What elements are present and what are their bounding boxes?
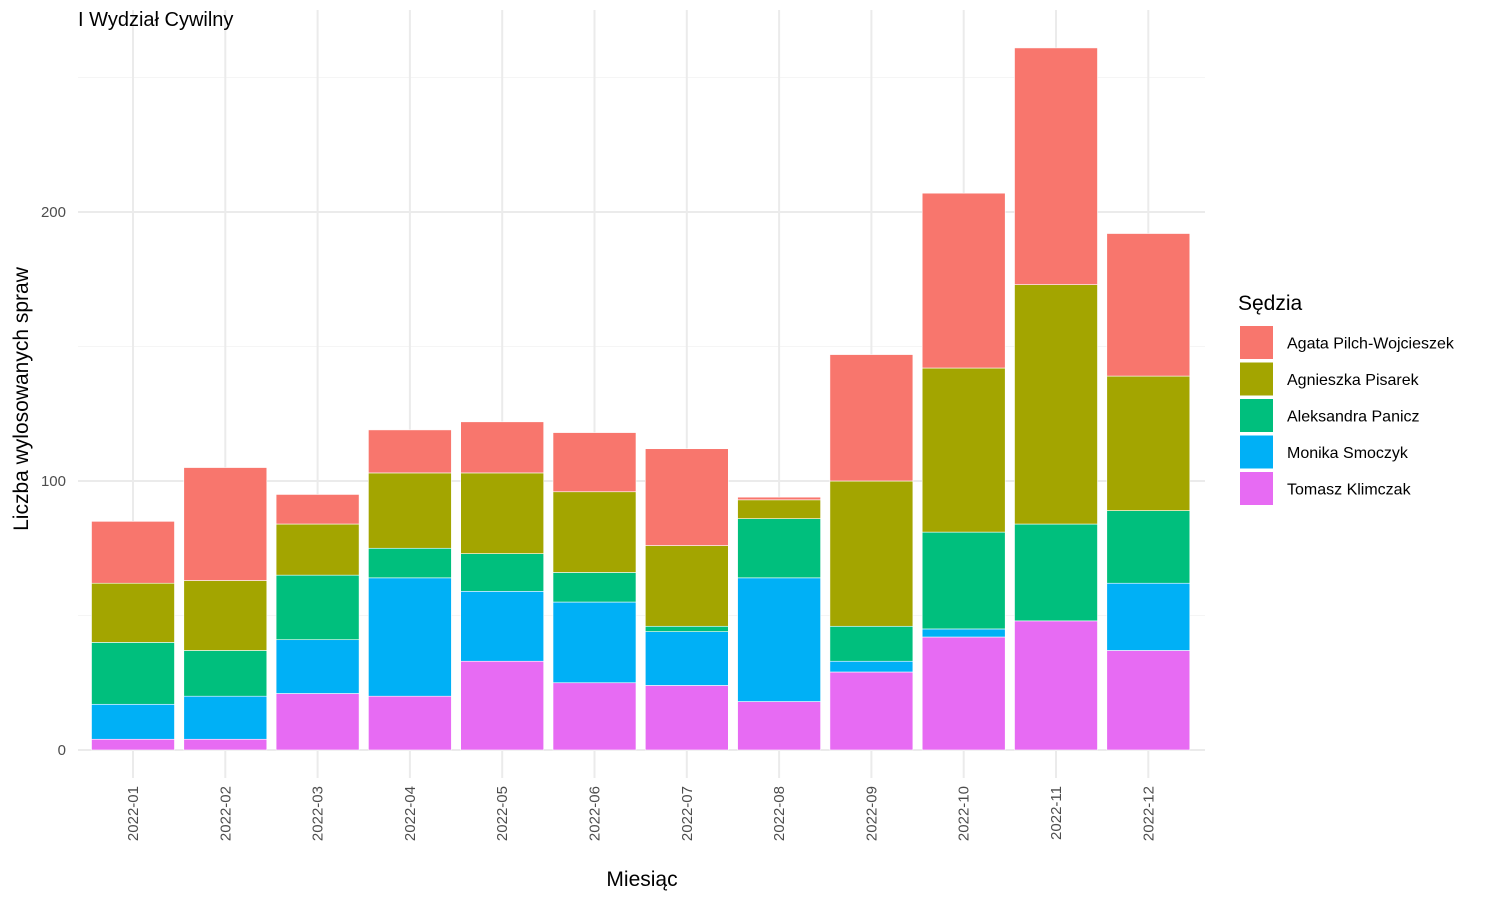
bar-segment [275,494,360,525]
bar-segment [921,628,1006,638]
bar-segment [275,523,360,576]
bar-segment [368,695,452,751]
legend-label: Tomasz Klimczak [1287,482,1412,499]
bar-segment [183,695,268,740]
y-tick-label: 200 [41,204,66,221]
bar-segment [460,421,545,474]
x-axis-ticks: 2022-01 2022-02 2022-03 2022-04 2022-05 2022-… [125,786,1157,841]
bar-segment [552,682,637,751]
legend-items: Agata Pilch-Wojcieszek Agnieszka Pisarek A… [1240,326,1455,505]
y-axis-ticks: 0 100 200 [41,204,66,759]
y-tick-label: 100 [41,473,66,490]
bar-segment [1106,510,1191,584]
x-tick-label: 2022-08 [771,786,788,841]
bar-segment [829,671,914,751]
legend-label: Agata Pilch-Wojcieszek [1287,336,1455,353]
bar-segment [737,577,821,702]
legend-key [1240,399,1273,432]
bar-segment [829,354,914,482]
legend-title: Sędzia [1238,292,1303,315]
bar-segment [460,472,545,554]
x-tick-label: 2022-02 [217,786,234,841]
legend: Sędzia Agata Pilch-Wojcieszek Agnieszka P… [1238,292,1455,505]
legend-key [1240,435,1273,469]
bar-segment [91,703,175,740]
legend-key [1240,326,1273,359]
bar-segment [368,472,452,549]
bar-segment [1106,233,1191,377]
bar-segment [737,496,821,501]
bar-segment [275,639,360,694]
legend-item: Agata Pilch-Wojcieszek [1240,326,1455,359]
bar-segment [368,429,452,474]
x-tick-label: 2022-05 [494,786,511,841]
bar-segment [921,636,1006,751]
x-tick-label: 2022-03 [310,786,327,841]
bar-segment [368,547,452,579]
x-axis-title: Miesiąc [606,868,677,891]
bar-segment [644,625,729,632]
bar-segment [737,518,821,579]
legend-label: Monika Smoczyk [1287,445,1409,462]
bars [91,47,1191,751]
bar-segment [1106,650,1191,751]
bar-segment [644,545,729,627]
bar-segment [644,685,729,751]
legend-item: Aleksandra Panicz [1240,399,1420,432]
y-tick-label: 0 [58,742,66,759]
x-tick-label: 2022-10 [956,786,973,841]
bar-segment [829,480,914,627]
legend-item: Agnieszka Pisarek [1240,362,1420,396]
bar-segment [183,580,268,651]
bar-segment [552,572,637,603]
bar-segment [183,650,268,697]
bar-segment [921,367,1006,533]
x-tick-label: 2022-12 [1140,786,1157,841]
legend-key [1240,362,1273,396]
bar-segment [552,491,637,573]
bar-segment [460,553,545,592]
chart-title: I Wydział Cywilny [78,9,233,31]
legend-label: Aleksandra Panicz [1287,409,1420,426]
bar-segment [1014,620,1098,751]
bar-segment [91,521,175,584]
x-tick-label: 2022-09 [863,786,880,841]
legend-item: Monika Smoczyk [1240,435,1409,469]
bar-segment [460,660,545,751]
bar-segment [368,577,452,697]
x-tick-label: 2022-06 [587,786,604,841]
legend-item: Tomasz Klimczak [1240,472,1412,505]
bar-segment [1106,582,1191,651]
bar-segment [829,625,914,662]
x-tick-label: 2022-07 [679,786,696,841]
x-tick-label: 2022-11 [1048,786,1065,840]
bar-segment [552,601,637,684]
y-axis-title: Liczba wylosowanych spraw [10,266,33,531]
x-tick-label: 2022-04 [402,786,419,841]
bar-segment [91,738,175,751]
bar-segment [644,448,729,546]
bar-segment [829,660,914,673]
bar-segment [737,499,821,519]
bar-segment [183,738,268,751]
x-tick-label: 2022-01 [125,786,142,841]
bar-segment [644,631,729,686]
bar-segment [91,642,175,705]
bar-segment [1014,284,1098,525]
legend-label: Agnieszka Pisarek [1287,372,1420,389]
bar-segment [1014,47,1098,285]
bar-segment [921,192,1006,369]
bar-segment [91,582,175,643]
bar-segment [275,693,360,751]
bar-segment [1106,375,1191,511]
bar-segment [552,432,637,493]
bar-segment [460,590,545,662]
bar-segment [183,467,268,581]
bar-segment [275,574,360,641]
bar-segment [1014,523,1098,622]
bar-segment [737,701,821,751]
legend-key [1240,472,1273,505]
bar-segment [921,531,1006,630]
